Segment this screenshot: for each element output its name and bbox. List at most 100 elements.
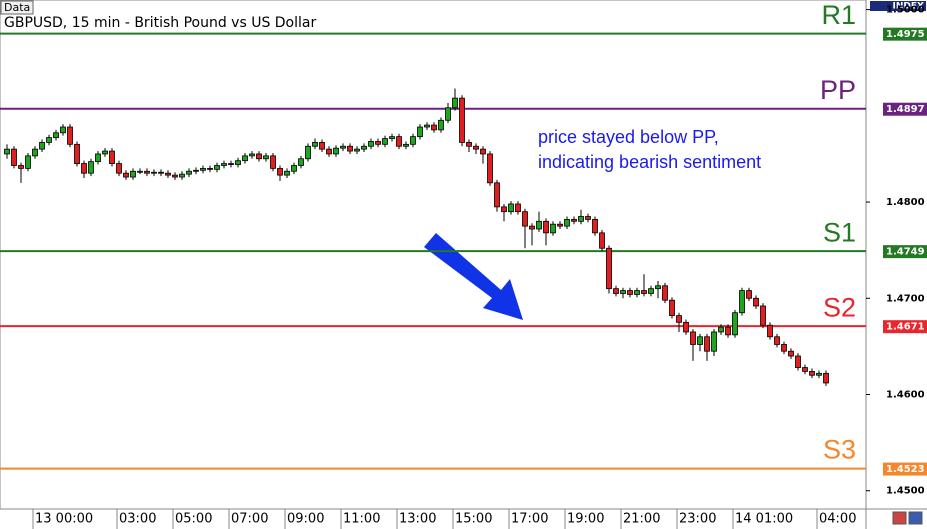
price-box	[883, 462, 927, 476]
y-tick-label: 1.5000	[886, 5, 925, 16]
candle-body	[123, 172, 129, 178]
annotation: price stayed below PP,	[538, 127, 719, 147]
candle-body	[263, 155, 269, 160]
candle-body	[291, 165, 297, 172]
candle-body	[130, 170, 136, 178]
candle-body	[382, 138, 388, 145]
candle-body	[368, 141, 374, 147]
candle-body	[676, 315, 682, 323]
x-tick-label: 04:00	[819, 512, 856, 527]
candle-body	[599, 232, 605, 249]
panel-label: Data	[4, 1, 30, 14]
candle-body	[767, 324, 773, 338]
candle-body	[466, 142, 472, 147]
candle-body	[270, 155, 276, 169]
candle-body	[571, 218, 577, 222]
candle-body	[186, 170, 192, 175]
candle-body	[340, 145, 346, 149]
x-tick-label: 14 01:00	[735, 512, 793, 527]
candle-body	[494, 182, 500, 208]
candle-body	[445, 107, 451, 121]
candle-body	[501, 206, 507, 213]
candle-body	[228, 163, 234, 165]
x-tick-label: 13:00	[399, 512, 436, 527]
candle-body	[172, 174, 178, 178]
candle-body	[249, 153, 255, 157]
candle-body	[11, 148, 17, 166]
candle-body	[662, 285, 668, 301]
candle-body	[403, 143, 409, 147]
candle-body	[333, 147, 339, 155]
x-tick-label: 05:00	[175, 512, 212, 527]
x-tick-label: 21:00	[623, 512, 660, 527]
candle-body	[361, 145, 367, 150]
candle-body	[746, 290, 752, 299]
candle-body	[522, 211, 528, 227]
candle-body	[487, 153, 493, 184]
plot-area	[0, 0, 867, 510]
candle-body	[585, 216, 591, 220]
pivot-name: S3	[823, 435, 856, 465]
candle-body	[480, 148, 486, 155]
candle-body	[655, 285, 661, 290]
candle-body	[151, 171, 157, 174]
candle-body	[284, 170, 290, 176]
candle-body	[424, 124, 430, 128]
candle-body	[753, 297, 759, 307]
candle-body	[109, 150, 115, 164]
x-tick-label: 17:00	[511, 512, 548, 527]
candle-body	[39, 142, 45, 150]
candle-body	[165, 172, 171, 176]
price-box-label: 1.4749	[886, 247, 925, 258]
trend-arrow	[424, 233, 523, 320]
candle-body	[53, 132, 59, 138]
candle-body	[207, 167, 213, 170]
candle-body	[200, 167, 206, 171]
candle-body	[648, 288, 654, 294]
candle-body	[606, 247, 612, 290]
candle-body	[312, 142, 318, 147]
candle-body	[802, 367, 808, 372]
candle-body	[389, 136, 395, 139]
candle-body	[536, 220, 542, 230]
candle-body	[88, 161, 94, 174]
x-tick-label: 15:00	[455, 512, 492, 527]
candle-body	[592, 218, 598, 234]
candle-body	[823, 372, 829, 384]
price-box-label: 1.4671	[886, 322, 925, 333]
candle-body	[256, 153, 262, 160]
x-tick-label: 13 00:00	[35, 512, 93, 527]
candle-body	[725, 326, 731, 336]
candle-body	[60, 126, 66, 134]
candle-body	[795, 355, 801, 368]
candle-body	[235, 160, 241, 165]
candle-body	[557, 223, 563, 227]
candle-body	[634, 290, 640, 295]
candle-body	[347, 145, 353, 152]
candle-body	[438, 119, 444, 131]
candle-body	[4, 148, 10, 155]
candle-body	[46, 137, 52, 143]
y-tick-label: 1.4700	[886, 293, 925, 304]
x-tick-label: 09:00	[287, 512, 324, 527]
candle-body	[410, 136, 416, 145]
candle-body	[613, 288, 619, 294]
candle-body	[739, 290, 745, 314]
candle-body	[319, 142, 325, 150]
y-tick-label: 1.4800	[886, 197, 925, 208]
candle-body	[473, 145, 479, 150]
candle-body	[32, 148, 38, 157]
candle-body	[158, 171, 164, 174]
icon	[908, 511, 923, 525]
candle-body	[431, 124, 437, 131]
candle-body	[277, 167, 283, 176]
candle-body	[326, 148, 332, 155]
x-tick-label: 03:00	[119, 512, 156, 527]
candle-body	[95, 153, 101, 163]
candle-body	[809, 371, 815, 376]
y-tick-label: 1.4500	[886, 486, 925, 497]
price-box-label: 1.4897	[886, 104, 925, 115]
candle-body	[18, 165, 24, 169]
candle-body	[550, 223, 556, 234]
